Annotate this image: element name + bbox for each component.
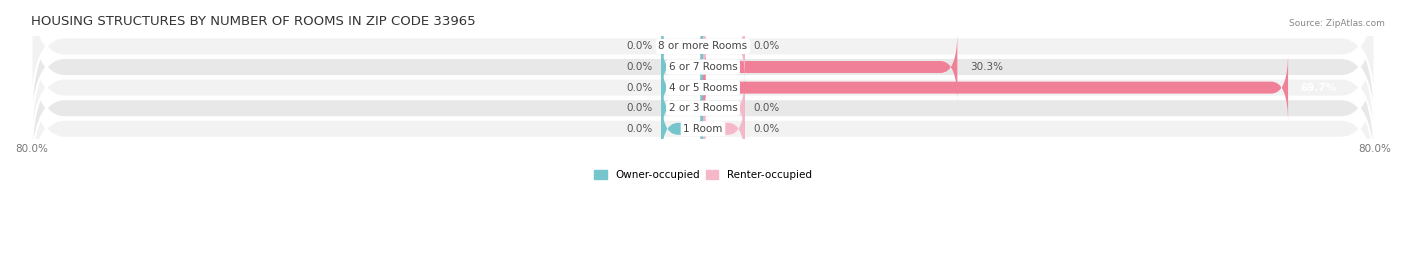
Text: 1 Room: 1 Room <box>683 124 723 134</box>
Text: 0.0%: 0.0% <box>627 124 652 134</box>
Text: 0.0%: 0.0% <box>627 62 652 72</box>
FancyBboxPatch shape <box>661 73 703 143</box>
Text: 0.0%: 0.0% <box>754 124 779 134</box>
FancyBboxPatch shape <box>703 32 957 102</box>
Text: 0.0%: 0.0% <box>754 41 779 51</box>
FancyBboxPatch shape <box>31 0 1375 120</box>
FancyBboxPatch shape <box>661 32 703 102</box>
Text: 8 or more Rooms: 8 or more Rooms <box>658 41 748 51</box>
Text: 6 or 7 Rooms: 6 or 7 Rooms <box>669 62 737 72</box>
Text: 0.0%: 0.0% <box>627 41 652 51</box>
FancyBboxPatch shape <box>703 73 745 143</box>
FancyBboxPatch shape <box>703 94 745 164</box>
FancyBboxPatch shape <box>31 55 1375 202</box>
FancyBboxPatch shape <box>703 11 745 82</box>
FancyBboxPatch shape <box>661 94 703 164</box>
Text: 0.0%: 0.0% <box>627 83 652 93</box>
Text: 4 or 5 Rooms: 4 or 5 Rooms <box>669 83 737 93</box>
Text: 69.7%: 69.7% <box>1301 83 1337 93</box>
FancyBboxPatch shape <box>31 35 1375 182</box>
FancyBboxPatch shape <box>703 52 1288 123</box>
Legend: Owner-occupied, Renter-occupied: Owner-occupied, Renter-occupied <box>595 170 811 180</box>
FancyBboxPatch shape <box>661 11 703 82</box>
Text: 0.0%: 0.0% <box>754 103 779 113</box>
FancyBboxPatch shape <box>661 52 703 123</box>
FancyBboxPatch shape <box>31 0 1375 140</box>
Text: HOUSING STRUCTURES BY NUMBER OF ROOMS IN ZIP CODE 33965: HOUSING STRUCTURES BY NUMBER OF ROOMS IN… <box>31 15 477 28</box>
Text: Source: ZipAtlas.com: Source: ZipAtlas.com <box>1289 19 1385 28</box>
Text: 30.3%: 30.3% <box>970 62 1002 72</box>
Text: 0.0%: 0.0% <box>627 103 652 113</box>
FancyBboxPatch shape <box>31 14 1375 161</box>
Text: 2 or 3 Rooms: 2 or 3 Rooms <box>669 103 737 113</box>
